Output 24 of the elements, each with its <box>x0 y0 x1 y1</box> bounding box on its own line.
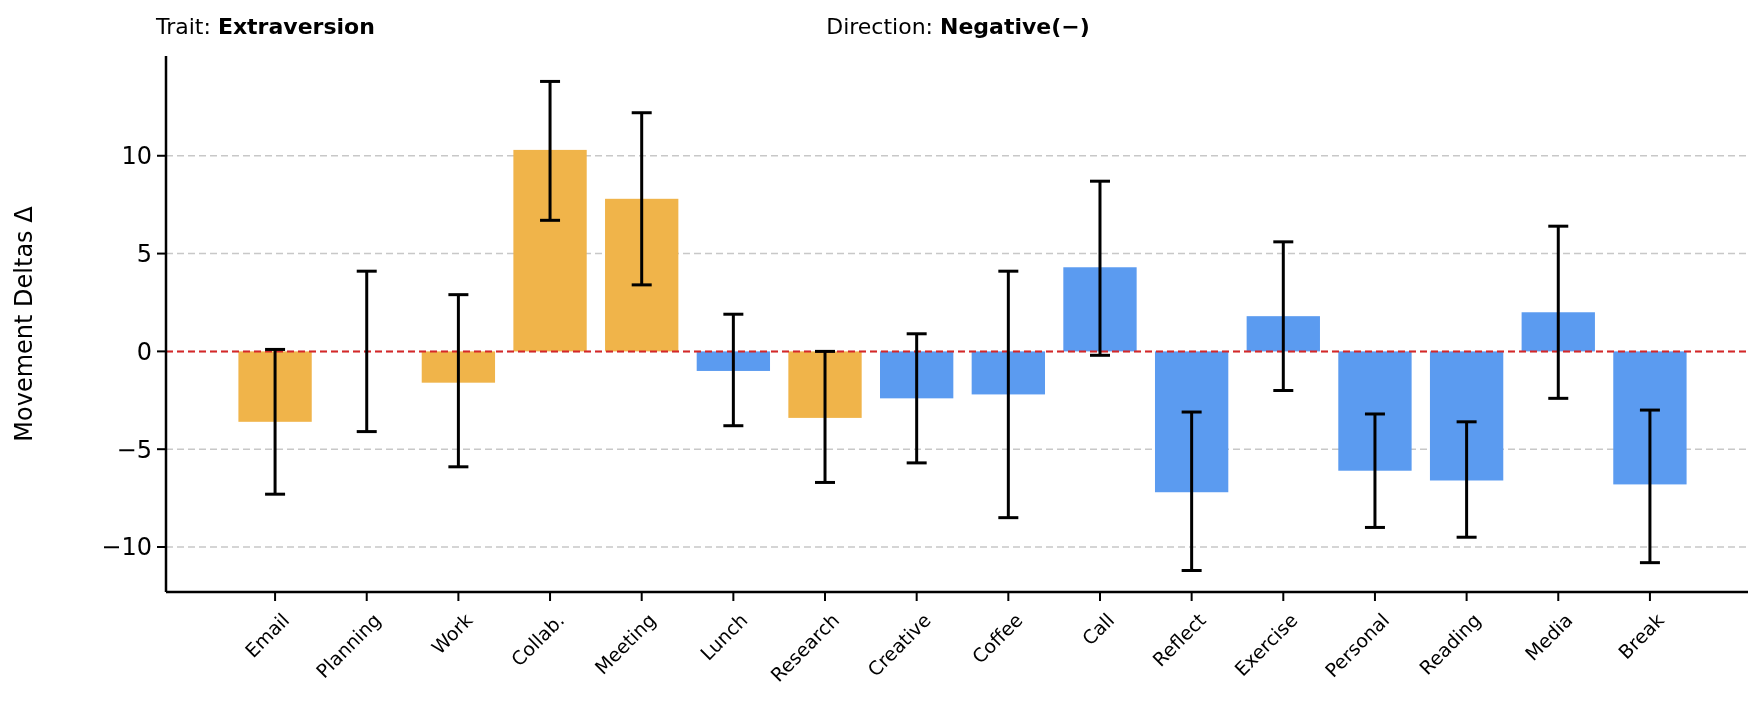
bar <box>971 351 1045 395</box>
bar <box>788 351 862 418</box>
bar <box>513 149 587 352</box>
y-tick-label: 10 <box>121 142 152 171</box>
x-tick-label: Call <box>1077 608 1119 650</box>
bar <box>1246 316 1320 352</box>
y-tick-label: 0 <box>136 337 152 366</box>
text: Trait: Extraversion <box>155 14 375 39</box>
y-tick-label: 5 <box>136 239 152 268</box>
bar <box>696 351 771 371</box>
text: Direction: Negative(−) <box>826 14 1090 39</box>
bar <box>1154 351 1229 493</box>
bar <box>1338 351 1412 471</box>
bar <box>1613 351 1687 485</box>
bar <box>880 351 954 399</box>
bar <box>1429 351 1504 481</box>
bar <box>238 351 312 422</box>
y-tick-label: −10 <box>101 533 152 562</box>
bar <box>605 198 679 352</box>
bar <box>421 351 496 383</box>
bar <box>1521 312 1595 352</box>
bar <box>1063 267 1137 352</box>
y-tick-label: −5 <box>116 435 152 464</box>
y-axis-title: Movement Deltas Δ <box>10 205 38 442</box>
